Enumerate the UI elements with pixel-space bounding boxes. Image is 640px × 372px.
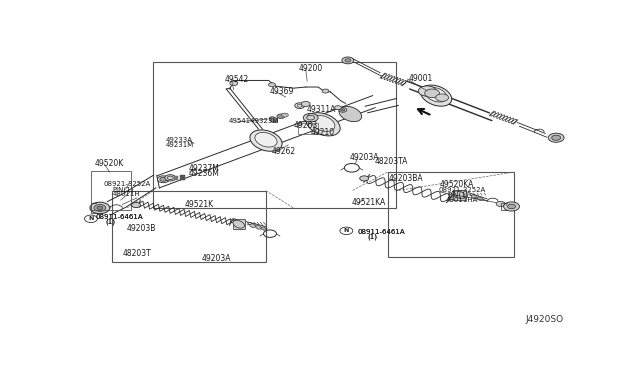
Text: 49210: 49210 xyxy=(310,128,335,137)
Ellipse shape xyxy=(250,224,255,228)
Text: 49311A: 49311A xyxy=(307,105,336,115)
Ellipse shape xyxy=(261,227,266,230)
Text: 08911-6461A: 08911-6461A xyxy=(96,214,143,219)
Text: 49203BA: 49203BA xyxy=(389,174,424,183)
Text: 48011H: 48011H xyxy=(112,191,140,197)
Circle shape xyxy=(419,86,436,96)
Bar xyxy=(388,172,514,257)
Text: 08911-6461A: 08911-6461A xyxy=(358,229,405,235)
Text: 49001: 49001 xyxy=(409,74,433,83)
Text: 49203B: 49203B xyxy=(126,224,156,233)
Circle shape xyxy=(97,206,103,210)
Ellipse shape xyxy=(233,220,244,228)
Bar xyxy=(233,219,245,230)
Circle shape xyxy=(157,176,169,183)
Text: 49542: 49542 xyxy=(225,74,249,83)
Text: 49203A: 49203A xyxy=(349,153,379,162)
Circle shape xyxy=(165,175,176,181)
Circle shape xyxy=(322,89,329,93)
Ellipse shape xyxy=(306,113,340,136)
Text: 49233A: 49233A xyxy=(165,137,192,143)
Circle shape xyxy=(269,83,275,87)
Circle shape xyxy=(90,202,110,214)
Text: 49203A: 49203A xyxy=(202,254,231,263)
Text: 4954149323M: 4954149323M xyxy=(229,118,279,124)
Circle shape xyxy=(341,109,345,111)
Text: 08921-3252A: 08921-3252A xyxy=(438,187,486,193)
Circle shape xyxy=(230,81,237,86)
Text: 48203TA: 48203TA xyxy=(374,157,408,166)
Bar xyxy=(298,122,318,134)
Text: PIN(1): PIN(1) xyxy=(112,186,134,193)
Bar xyxy=(180,175,185,180)
Circle shape xyxy=(508,204,515,209)
Circle shape xyxy=(360,176,369,181)
Circle shape xyxy=(132,202,141,208)
Text: PIN(1): PIN(1) xyxy=(447,192,468,198)
Circle shape xyxy=(552,135,561,140)
Circle shape xyxy=(345,59,351,62)
Text: (1): (1) xyxy=(367,233,378,240)
Text: 49520K: 49520K xyxy=(95,159,124,168)
Text: 48203T: 48203T xyxy=(122,248,151,258)
Text: 49200: 49200 xyxy=(298,64,323,73)
Text: J4920SO: J4920SO xyxy=(525,315,564,324)
Text: 49231M: 49231M xyxy=(165,142,193,148)
Text: N: N xyxy=(88,216,93,221)
Text: (1): (1) xyxy=(367,233,378,240)
Circle shape xyxy=(303,113,318,122)
Circle shape xyxy=(295,103,305,109)
Ellipse shape xyxy=(472,195,477,199)
Text: 49369: 49369 xyxy=(270,87,294,96)
Text: 49263: 49263 xyxy=(293,121,317,130)
Ellipse shape xyxy=(477,197,483,201)
Text: 49237M: 49237M xyxy=(188,164,219,173)
Circle shape xyxy=(282,113,288,117)
Circle shape xyxy=(496,201,505,206)
Ellipse shape xyxy=(255,132,277,147)
Circle shape xyxy=(160,177,167,181)
Circle shape xyxy=(94,205,106,211)
Text: 48011HA: 48011HA xyxy=(445,197,478,203)
Text: 49520KA: 49520KA xyxy=(440,180,474,189)
Bar xyxy=(174,176,178,180)
Circle shape xyxy=(277,114,285,119)
Circle shape xyxy=(301,101,310,106)
Text: (1): (1) xyxy=(106,218,116,225)
Ellipse shape xyxy=(426,87,447,102)
Ellipse shape xyxy=(250,130,282,151)
Ellipse shape xyxy=(256,225,261,229)
Bar xyxy=(454,190,466,200)
Text: N: N xyxy=(344,228,349,233)
Circle shape xyxy=(335,106,341,110)
Ellipse shape xyxy=(454,191,465,199)
Ellipse shape xyxy=(311,115,335,131)
Ellipse shape xyxy=(420,85,452,106)
Bar xyxy=(154,62,396,208)
Text: 49521KA: 49521KA xyxy=(352,198,386,207)
Text: 08921-3252A: 08921-3252A xyxy=(104,181,151,187)
Bar xyxy=(112,191,266,262)
Circle shape xyxy=(425,89,440,97)
Circle shape xyxy=(342,57,354,64)
Ellipse shape xyxy=(269,117,278,123)
Text: 49521K: 49521K xyxy=(184,200,213,209)
Circle shape xyxy=(504,202,520,211)
Ellipse shape xyxy=(339,106,362,122)
Text: (1): (1) xyxy=(106,218,116,225)
Text: 49236M: 49236M xyxy=(188,169,219,178)
Text: 08911-6461A: 08911-6461A xyxy=(96,214,143,219)
Text: 49262: 49262 xyxy=(272,147,296,156)
Circle shape xyxy=(548,133,564,142)
Bar xyxy=(91,171,131,210)
Text: 08911-6461A: 08911-6461A xyxy=(358,229,405,235)
Circle shape xyxy=(436,94,449,101)
